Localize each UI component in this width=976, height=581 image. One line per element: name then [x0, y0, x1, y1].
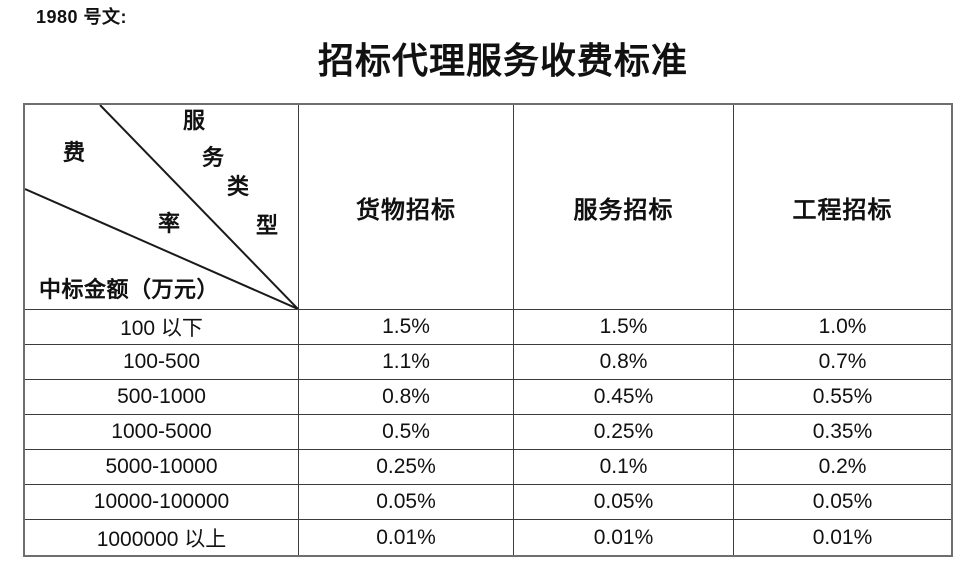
rate-cell-goods: 1.5% [299, 310, 514, 345]
amount-range-cell: 5000-10000 [25, 450, 299, 485]
rate-cell-goods: 0.5% [299, 415, 514, 450]
fee-standard-table: 服 费 务 类 率 型 中标金额（万元） 货物招标 服务招标 工程招标 100 … [23, 103, 953, 557]
page-title: 招标代理服务收费标准 [317, 41, 688, 81]
rate-cell-service: 0.45% [514, 380, 734, 415]
diagonal-header-cell: 服 费 务 类 率 型 中标金额（万元） [25, 105, 299, 310]
rate-cell-service: 0.25% [514, 415, 734, 450]
corner-fee-rate-char-1: 费 [63, 140, 86, 165]
rate-cell-goods: 1.1% [299, 345, 514, 380]
rate-cell-service: 0.1% [514, 450, 734, 485]
corner-service-type-char-1: 服 [183, 108, 206, 133]
rate-cell-goods: 0.05% [299, 485, 514, 520]
rate-cell-service: 0.8% [514, 345, 734, 380]
amount-range-cell: 10000-100000 [25, 485, 299, 520]
rate-cell-engineering: 0.7% [734, 345, 951, 380]
rate-cell-engineering: 0.35% [734, 415, 951, 450]
amount-range-cell: 100 以下 [25, 310, 299, 345]
rate-cell-engineering: 0.05% [734, 485, 951, 520]
rate-cell-service: 0.05% [514, 485, 734, 520]
column-header-service: 服务招标 [514, 105, 734, 310]
amount-range-cell: 100-500 [25, 345, 299, 380]
document-number-label: 1980 号文: [36, 7, 128, 27]
rate-cell-engineering: 1.0% [734, 310, 951, 345]
rate-cell-service: 0.01% [514, 520, 734, 555]
rate-cell-goods: 0.25% [299, 450, 514, 485]
corner-amount-label: 中标金额（万元） [39, 277, 220, 302]
amount-range-cell: 1000-5000 [25, 415, 299, 450]
rate-cell-engineering: 0.2% [734, 450, 951, 485]
rate-cell-goods: 0.01% [299, 520, 514, 555]
amount-range-cell: 500-1000 [25, 380, 299, 415]
amount-range-cell: 1000000 以上 [25, 520, 299, 555]
corner-service-type-char-4: 型 [256, 213, 279, 238]
rate-cell-goods: 0.8% [299, 380, 514, 415]
rate-cell-service: 1.5% [514, 310, 734, 345]
diagonal-divider-lines [25, 105, 298, 309]
column-header-goods: 货物招标 [299, 105, 514, 310]
rate-cell-engineering: 0.55% [734, 380, 951, 415]
rate-cell-engineering: 0.01% [812, 525, 873, 549]
corner-service-type-char-2: 务 [202, 145, 225, 170]
column-header-engineering: 工程招标 [734, 105, 951, 310]
corner-fee-rate-char-2: 率 [158, 211, 181, 236]
corner-service-type-char-3: 类 [227, 174, 250, 199]
